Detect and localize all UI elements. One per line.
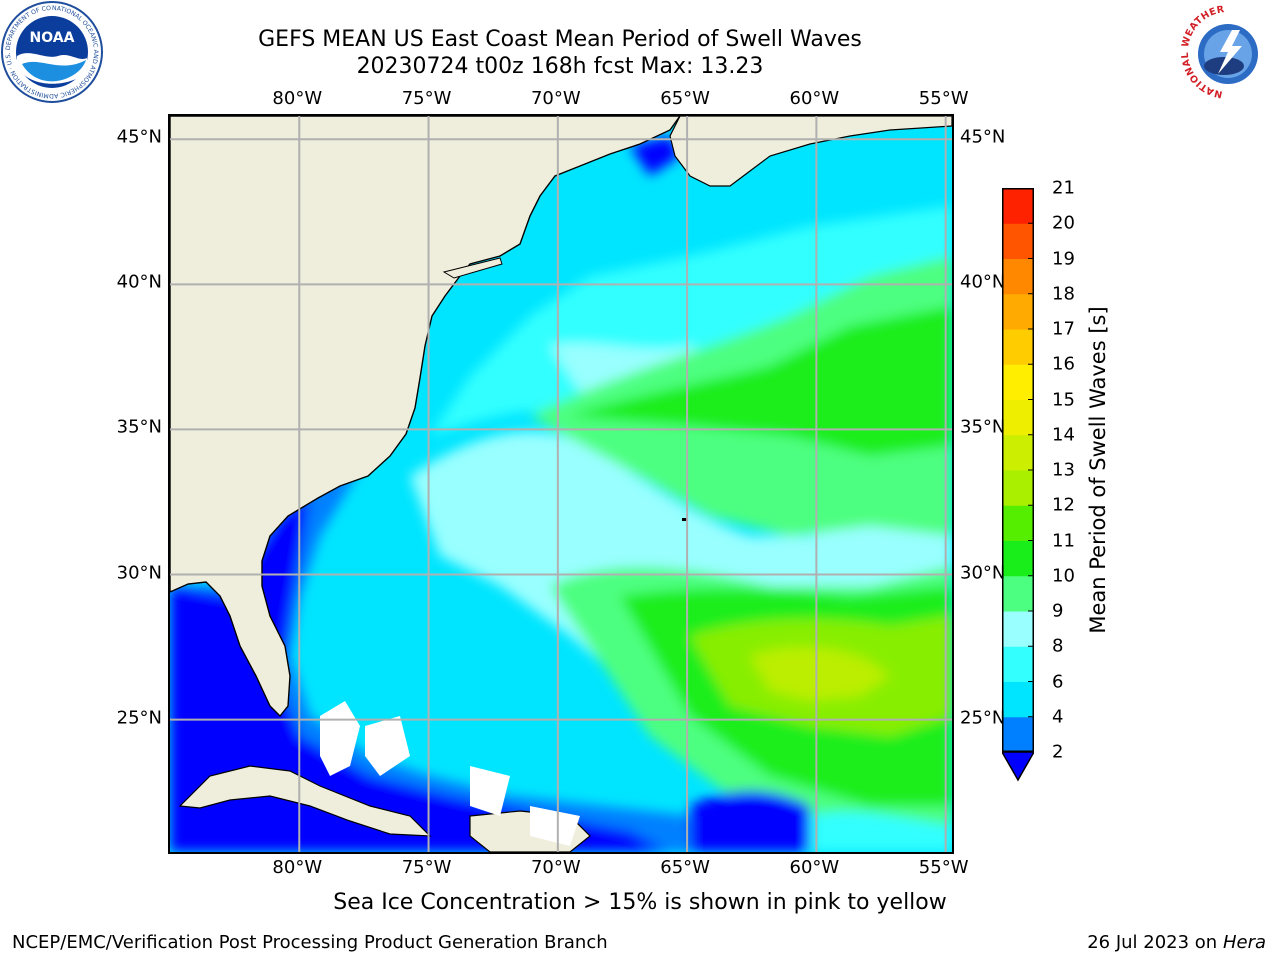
colorbar-band (1002, 540, 1034, 577)
colorbar-tick-label: 4 (1052, 706, 1064, 728)
colorbar-tick-label: 21 (1052, 177, 1075, 199)
lon-label-bottom: 70°W (530, 857, 581, 878)
maritimes-landmass (669, 116, 952, 187)
colorbar-tick-label: 19 (1052, 248, 1075, 269)
colorbar-band (1002, 505, 1034, 541)
nws-logo-icon: NATIONAL WEATHER SERVICE (1172, 0, 1280, 104)
colorbar-band (1002, 399, 1034, 436)
lat-label-left: 25°N (116, 707, 162, 729)
lon-label-top: 75°W (401, 88, 452, 109)
noaa-logo-text: NOAA (30, 30, 75, 46)
chart-subtitle: 20230724 t00z 168h fcst Max: 13.23 (356, 54, 764, 79)
footer-credit: NCEP/EMC/Verification Post Processing Pr… (12, 932, 608, 953)
colorbar-band (1002, 223, 1034, 259)
lon-label-bottom: 65°W (660, 857, 710, 878)
lat-label-left: 35°N (116, 416, 162, 438)
colorbar-under-triangle (1002, 752, 1034, 782)
lon-label-top: 70°W (530, 88, 581, 109)
lon-label-top: 55°W (918, 88, 969, 109)
map-panel (168, 114, 954, 854)
colorbar-band (1002, 716, 1034, 752)
bermuda-island (682, 518, 688, 521)
lat-label-right: 25°N (960, 707, 1006, 729)
colorbar-tick-label: 17 (1052, 318, 1075, 340)
colorbar (1002, 188, 1034, 752)
colorbar-band (1002, 681, 1034, 718)
lon-label-top: 65°W (660, 88, 710, 109)
lon-label-bottom: 75°W (401, 857, 452, 878)
sea-ice-note: Sea Ice Concentration > 15% is shown in … (333, 890, 947, 915)
noaa-logo-icon: NATIONAL OCEANIC AND ATMOSPHERIC ADMINIS… (0, 0, 104, 104)
colorbar-band (1002, 329, 1034, 365)
lat-label-left: 30°N (116, 562, 162, 583)
colorbar-tick-label: 16 (1052, 353, 1075, 375)
colorbar-band (1002, 470, 1034, 506)
colorbar-tick-label: 15 (1052, 389, 1075, 410)
lat-label-right: 45°N (960, 126, 1006, 148)
long-island (442, 257, 503, 279)
colorbar-tick-label: 11 (1052, 530, 1075, 551)
colorbar-band (1002, 434, 1034, 471)
lon-label-top: 60°W (789, 88, 840, 109)
colorbar-band (1002, 364, 1034, 400)
colorbar-tick-label: 20 (1052, 212, 1075, 234)
lat-label-right: 35°N (960, 416, 1006, 438)
lon-label-bottom: 55°W (918, 857, 969, 878)
colorbar-tick-label: 2 (1052, 741, 1064, 763)
colorbar-band (1002, 258, 1034, 295)
lon-label-bottom: 60°W (789, 857, 840, 878)
lat-label-right: 40°N (960, 271, 1006, 293)
lat-label-right: 30°N (960, 562, 1006, 583)
colorbar-band (1002, 293, 1034, 330)
colorbar-tick-label: 18 (1052, 283, 1075, 305)
colorbar-tick-label: 13 (1052, 459, 1075, 481)
footer-date: 26 Jul 2023 on Hera (1087, 932, 1266, 953)
colorbar-tick-label: 14 (1052, 424, 1075, 446)
colorbar-band (1002, 575, 1034, 612)
colorbar-tick-label: 8 (1052, 635, 1064, 657)
colorbar-tick-label: 9 (1052, 600, 1064, 622)
lon-label-top: 80°W (272, 88, 323, 109)
colorbar-tick-label: 6 (1052, 671, 1064, 692)
colorbar-tick-label: 12 (1052, 494, 1075, 516)
cuba-landmass (178, 765, 432, 837)
footer-date-text: 26 Jul 2023 on (1087, 932, 1223, 953)
colorbar-band (1002, 611, 1034, 647)
colorbar-tick-label: 10 (1052, 565, 1075, 587)
colorbar-band (1002, 646, 1034, 682)
chart-title: GEFS MEAN US East Coast Mean Period of S… (258, 27, 862, 52)
lat-label-left: 45°N (116, 126, 162, 148)
graticule (170, 116, 952, 852)
map-canvas (170, 116, 952, 852)
lon-label-bottom: 80°W (272, 857, 323, 878)
us-landmass (170, 116, 681, 718)
lat-label-left: 40°N (116, 271, 162, 293)
colorbar-band (1002, 188, 1034, 224)
colorbar-label: Mean Period of Swell Waves [s] (1086, 306, 1110, 634)
footer-machine: Hera (1222, 932, 1266, 953)
